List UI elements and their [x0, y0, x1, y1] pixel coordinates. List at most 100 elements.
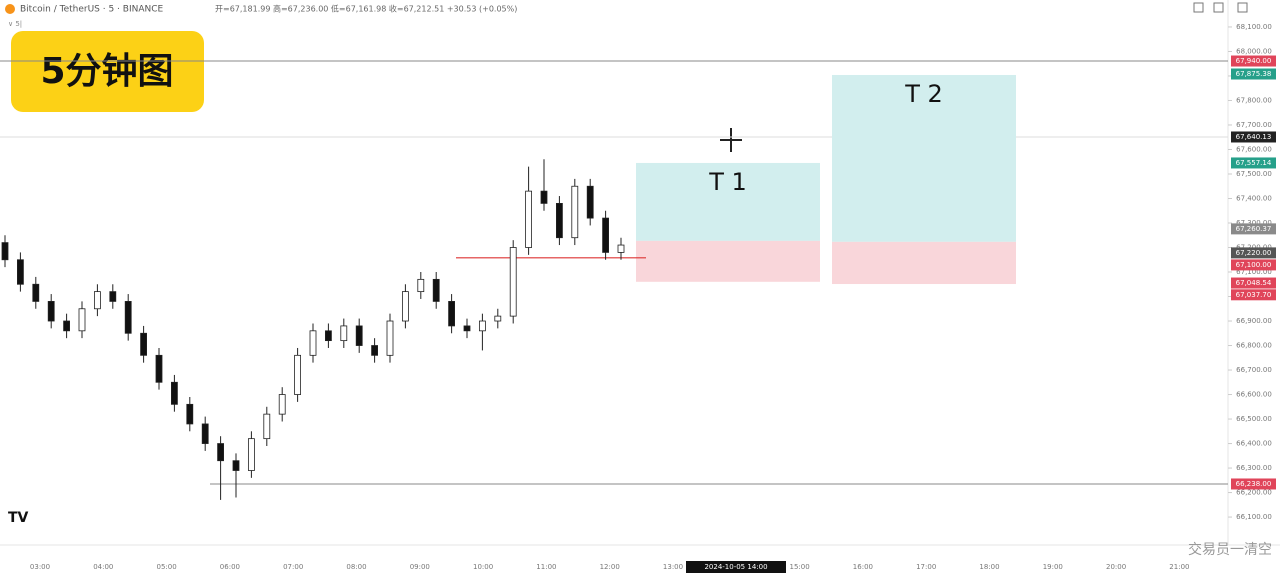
price-label-bg	[1231, 289, 1276, 301]
candle-body	[78, 308, 86, 332]
candle-body	[94, 291, 101, 310]
candle-body	[602, 217, 609, 253]
cursor-time-bg	[686, 561, 786, 573]
candle-body	[1, 242, 9, 261]
price-label: 67,048.54	[1236, 279, 1272, 287]
candle-body	[140, 332, 148, 356]
y-tick-label: 66,200.00	[1236, 489, 1272, 497]
position-label: T 1	[708, 168, 747, 196]
candle-body	[586, 185, 594, 219]
y-tick-label: 67,600.00	[1236, 145, 1272, 153]
x-tick-label: 04:00	[93, 563, 113, 571]
candle-body	[324, 330, 332, 342]
price-label: 67,557.14	[1236, 159, 1272, 167]
y-tick-label: 68,000.00	[1236, 47, 1272, 55]
candle-body	[617, 244, 625, 253]
y-tick-label: 68,100.00	[1236, 23, 1272, 31]
y-tick-label: 66,500.00	[1236, 415, 1272, 423]
candle-body	[278, 394, 286, 415]
candle-body	[201, 423, 209, 444]
candle-body	[571, 185, 579, 239]
x-tick-label: 11:00	[536, 563, 556, 571]
y-tick-label: 66,400.00	[1236, 440, 1272, 448]
collapse[interactable]: ∨ 5|	[8, 20, 22, 28]
x-tick-label: 19:00	[1043, 563, 1063, 571]
x-tick-label: 20:00	[1106, 563, 1126, 571]
coin-icon	[5, 4, 15, 14]
x-tick-label: 15:00	[790, 563, 810, 571]
x-tick-label: 06:00	[220, 563, 240, 571]
candle-body	[232, 460, 240, 471]
price-label: 67,640.13	[1236, 133, 1272, 141]
target-zone	[636, 162, 820, 241]
candle-body	[340, 325, 348, 342]
price-label: 67,875.38	[1236, 70, 1272, 78]
price-label-bg	[1231, 259, 1276, 271]
candle-body	[401, 291, 409, 322]
candle-body	[448, 301, 456, 327]
y-tick-label: 66,600.00	[1236, 391, 1272, 399]
x-tick-label: 16:00	[853, 563, 873, 571]
stop-zone	[832, 241, 1016, 285]
y-tick-label: 67,700.00	[1236, 121, 1272, 129]
symbol: Bitcoin / TetherUS · 5 · BINANCE	[20, 5, 164, 15]
watermark: 交易员一清空	[1188, 541, 1272, 558]
candle-body	[217, 443, 225, 462]
x-tick-label: 17:00	[916, 563, 936, 571]
target-zone	[832, 74, 1016, 242]
price-label: 67,940.00	[1236, 57, 1272, 65]
candle-body	[540, 190, 548, 204]
price-label: 67,260.37	[1236, 225, 1272, 233]
candle-body	[263, 413, 271, 440]
x-tick-label: 03:00	[30, 563, 50, 571]
x-tick-label: 18:00	[979, 563, 999, 571]
price-label: 67,220.00	[1236, 249, 1272, 257]
icon[interactable]	[1193, 2, 1204, 13]
candle-body	[525, 190, 532, 248]
x-tick-label: 09:00	[410, 563, 430, 571]
logo: TV	[8, 510, 29, 526]
candle-body	[509, 247, 517, 317]
x-tick-label: 05:00	[157, 563, 177, 571]
stop-zone	[636, 240, 820, 282]
cursor-time: 2024-10-05 14:00	[704, 563, 767, 571]
y-tick-label: 67,100.00	[1236, 268, 1272, 276]
candle-body	[63, 320, 70, 332]
price-label-bg	[1231, 277, 1276, 289]
candle-body	[371, 345, 379, 356]
y-tick-label: 66,100.00	[1236, 513, 1272, 521]
candle-body	[155, 354, 163, 383]
price-label-bg	[1231, 247, 1276, 259]
x-tick-label: 12:00	[600, 563, 620, 571]
price-label: 67,100.00	[1236, 261, 1272, 269]
icon[interactable]	[1213, 2, 1224, 13]
candle-body	[386, 320, 394, 356]
candle-body	[109, 291, 117, 302]
y-tick-label: 66,700.00	[1236, 366, 1272, 374]
candle-body	[124, 301, 132, 334]
candle-body	[247, 438, 255, 471]
candle-body	[309, 330, 317, 356]
icon[interactable]	[1237, 2, 1248, 13]
x-tick-label: 21:00	[1169, 563, 1189, 571]
x-tick-label: 07:00	[283, 563, 303, 571]
price-label-bg	[1231, 55, 1276, 67]
y-tick-label: 66,800.00	[1236, 342, 1272, 350]
candle-body	[16, 259, 24, 285]
candle-body	[417, 278, 425, 293]
price-label-bg	[1231, 131, 1276, 143]
y-tick-label: 66,300.00	[1236, 464, 1272, 472]
candle-body	[494, 315, 502, 322]
y-tick-label: 66,900.00	[1236, 317, 1272, 325]
candle-body	[463, 325, 471, 332]
candle-body	[32, 283, 40, 302]
price-label-bg	[1231, 223, 1276, 235]
ohlc: 开=67,181.99 高=67,236.00 低=67,161.98 收=67…	[215, 4, 517, 14]
candle-body	[355, 325, 363, 346]
y-tick-label: 67,800.00	[1236, 96, 1272, 104]
badge	[11, 31, 204, 112]
price-label-bg	[1231, 157, 1276, 169]
candle-body	[556, 202, 563, 239]
